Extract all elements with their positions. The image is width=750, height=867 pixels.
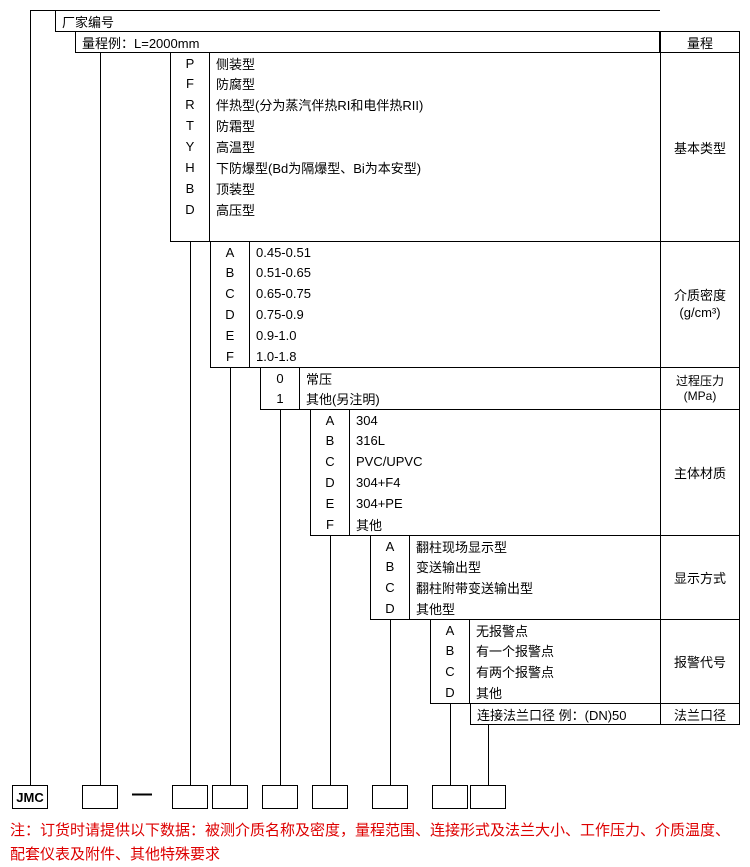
dash-separator: — xyxy=(132,783,152,806)
code-box-5 xyxy=(372,785,408,809)
label-display: 显示方式 xyxy=(660,535,740,620)
density-desc: 0.75-0.9 xyxy=(249,304,661,326)
density-code: B xyxy=(210,262,250,284)
code-box-4 xyxy=(312,785,348,809)
basic-type-desc: 防腐型 xyxy=(209,73,661,95)
density-desc: 0.9-1.0 xyxy=(249,325,661,347)
display-code: D xyxy=(370,598,410,620)
basic-type-code: B xyxy=(170,178,210,200)
code-box-3 xyxy=(262,785,298,809)
basic-type-desc: 伴热型(分为蒸汽伴热RI和电伴热RII) xyxy=(209,94,661,116)
material-desc: 316L xyxy=(349,430,661,452)
density-code: F xyxy=(210,346,250,368)
density-code: E xyxy=(210,325,250,347)
density-desc: 0.65-0.75 xyxy=(249,283,661,305)
display-desc: 翻柱现场显示型 xyxy=(409,535,661,557)
density-desc: 1.0-1.8 xyxy=(249,346,661,368)
basic-type-code: P xyxy=(170,52,210,74)
material-desc: 其他 xyxy=(349,514,661,536)
density-code: A xyxy=(210,241,250,263)
code-box-7 xyxy=(470,785,506,809)
code-box-1 xyxy=(172,785,208,809)
pressure-code: 1 xyxy=(260,388,300,410)
alarm-desc: 其他 xyxy=(469,682,661,704)
material-code: C xyxy=(310,451,350,473)
label-material: 主体材质 xyxy=(660,409,740,536)
basic-type-code: T xyxy=(170,115,210,137)
label-basic-type: 基本类型 xyxy=(660,52,740,242)
material-desc: 304+PE xyxy=(349,493,661,515)
code-box-0 xyxy=(82,785,118,809)
display-code: C xyxy=(370,577,410,599)
alarm-desc: 有一个报警点 xyxy=(469,640,661,662)
basic-type-desc: 高压型 xyxy=(209,199,661,221)
pressure-code: 0 xyxy=(260,367,300,389)
alarm-desc: 无报警点 xyxy=(469,619,661,641)
basic-type-code: Y xyxy=(170,136,210,158)
code-box-6 xyxy=(432,785,468,809)
pressure-desc: 常压 xyxy=(299,367,661,389)
alarm-code: A xyxy=(430,619,470,641)
basic-type-desc: 顶装型 xyxy=(209,178,661,200)
material-code: F xyxy=(310,514,350,536)
display-code: A xyxy=(370,535,410,557)
basic-type-code: H xyxy=(170,157,210,179)
header-range-example: 量程例：L=2000mm xyxy=(75,31,660,53)
basic-type-desc: 高温型 xyxy=(209,136,661,158)
density-desc: 0.51-0.65 xyxy=(249,262,661,284)
display-desc: 其他型 xyxy=(409,598,661,620)
material-desc: 304 xyxy=(349,409,661,431)
alarm-code: B xyxy=(430,640,470,662)
label-pressure: 过程压力(MPa) xyxy=(660,367,740,410)
basic-type-code: F xyxy=(170,73,210,95)
material-code: D xyxy=(310,472,350,494)
density-desc: 0.45-0.51 xyxy=(249,241,661,263)
alarm-code: D xyxy=(430,682,470,704)
flange-desc: 连接法兰口径 例：(DN)50 xyxy=(470,703,661,725)
code-box-2 xyxy=(212,785,248,809)
density-code: C xyxy=(210,283,250,305)
label-density: 介质密度(g/cm³) xyxy=(660,241,740,368)
order-note: 注：订货时请提供以下数据：被测介质名称及密度，量程范围、连接形式及法兰大小、工作… xyxy=(10,819,730,867)
basic-type-desc: 防霜型 xyxy=(209,115,661,137)
basic-type-desc: 下防爆型(Bd为隔爆型、Bi为本安型) xyxy=(209,157,661,179)
display-desc: 翻柱附带变送输出型 xyxy=(409,577,661,599)
material-desc: 304+F4 xyxy=(349,472,661,494)
material-code: E xyxy=(310,493,350,515)
alarm-code: C xyxy=(430,661,470,683)
label-range: 量程 xyxy=(660,31,740,53)
display-desc: 变送输出型 xyxy=(409,556,661,578)
material-desc: PVC/UPVC xyxy=(349,451,661,473)
basic-type-code: R xyxy=(170,94,210,116)
material-code: A xyxy=(310,409,350,431)
display-code: B xyxy=(370,556,410,578)
alarm-desc: 有两个报警点 xyxy=(469,661,661,683)
material-code: B xyxy=(310,430,350,452)
basic-type-desc: 侧装型 xyxy=(209,52,661,74)
header-manufacturer-code: 厂家编号 xyxy=(55,10,660,32)
density-code: D xyxy=(210,304,250,326)
pressure-desc: 其他(另注明) xyxy=(299,388,661,410)
jmc-box: JMC xyxy=(12,785,48,809)
basic-type-code: D xyxy=(170,199,210,221)
label-flange: 法兰口径 xyxy=(660,703,740,725)
label-alarm: 报警代号 xyxy=(660,619,740,704)
